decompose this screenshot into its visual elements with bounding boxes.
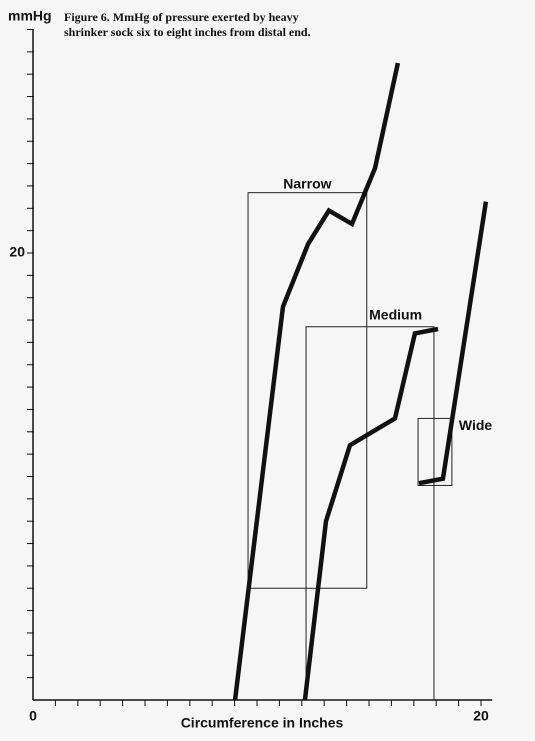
box-label: Medium bbox=[369, 306, 422, 322]
box-label: Narrow bbox=[283, 175, 331, 191]
x-tick-label: 20 bbox=[473, 708, 489, 724]
range-box bbox=[417, 417, 453, 486]
range-box bbox=[305, 326, 435, 701]
y-axis-label: mmHg bbox=[8, 8, 52, 24]
x-tick-label: 0 bbox=[29, 708, 37, 724]
x-axis-label: Circumference in Inches bbox=[181, 715, 344, 731]
range-box bbox=[247, 192, 368, 589]
line bbox=[232, 62, 401, 701]
line bbox=[302, 326, 439, 701]
chart-title: Figure 6. MmHg of pressure exerted by he… bbox=[64, 10, 311, 39]
line bbox=[418, 201, 489, 486]
y-tick-label: 20 bbox=[9, 244, 25, 260]
box-label: Wide bbox=[459, 417, 493, 433]
